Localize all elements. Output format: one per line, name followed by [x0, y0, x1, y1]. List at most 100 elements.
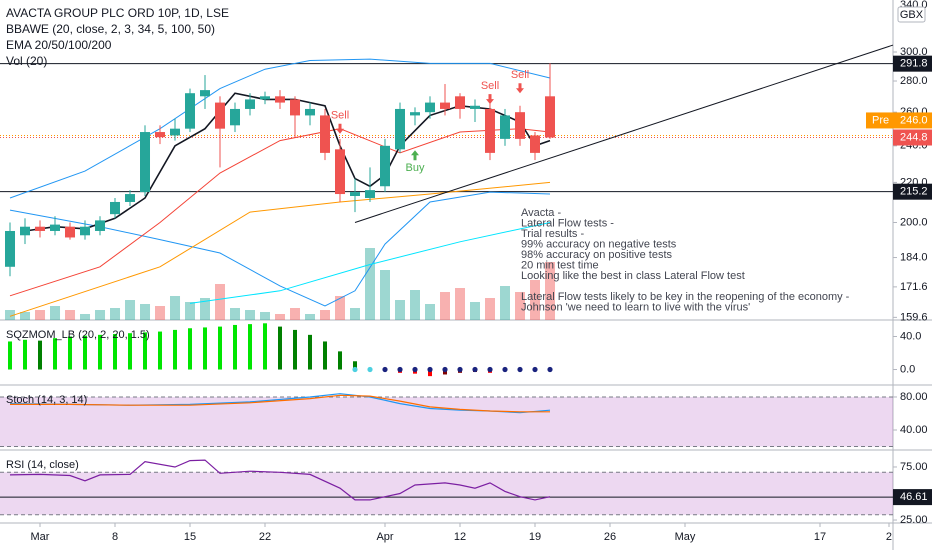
- squeeze-dot: [367, 366, 373, 373]
- x-tick-label: 15: [184, 531, 196, 543]
- candle-body: [170, 128, 181, 136]
- y-tick-label: 171.6: [900, 281, 928, 293]
- indicator-line: [189, 222, 551, 304]
- volume-bar: [469, 302, 480, 320]
- squeeze-dot: [457, 366, 463, 373]
- volume-bar: [499, 286, 510, 320]
- volume-bar: [290, 308, 301, 320]
- candle-body: [110, 201, 121, 215]
- volume-bar: [155, 306, 166, 320]
- candle-body: [230, 108, 241, 126]
- candle-body: [410, 112, 421, 116]
- y-tick-label: 340.0: [900, 0, 928, 11]
- candle-body: [380, 145, 391, 187]
- volume-bar: [110, 308, 121, 320]
- momentum-bar: [338, 351, 343, 370]
- candle-body: [425, 102, 436, 113]
- candle-body: [320, 115, 331, 153]
- legend-line: Vol (20): [6, 54, 47, 68]
- squeeze-dot: [412, 366, 418, 373]
- momentum-bar: [38, 340, 43, 370]
- signal-arrow: [485, 94, 494, 105]
- price-label: 215.2: [900, 186, 928, 198]
- volume-bar: [425, 304, 436, 320]
- volume-bar: [95, 310, 106, 320]
- chart-title: AVACTA GROUP PLC ORD 10P, 1D, LSE: [6, 6, 229, 20]
- signal-arrow: [515, 83, 524, 94]
- volume-bar: [230, 308, 241, 320]
- squeeze-dot: [382, 366, 388, 373]
- momentum-bar: [158, 331, 163, 370]
- volume-bar: [140, 304, 151, 320]
- band: [0, 396, 893, 447]
- volume-bar: [410, 290, 421, 320]
- y-tick-label: 200.0: [900, 216, 928, 228]
- candle-body: [440, 102, 451, 109]
- momentum-bar: [188, 328, 193, 370]
- x-tick-label: Mar: [31, 531, 50, 543]
- signal-label: Sell: [511, 69, 529, 81]
- volume-bar: [20, 312, 31, 320]
- signal-label: Sell: [481, 80, 499, 92]
- momentum-bar: [263, 323, 268, 370]
- volume-bar: [365, 248, 376, 320]
- price-label-box: [893, 183, 932, 200]
- candle-body: [514, 112, 525, 139]
- volume-bar: [395, 300, 406, 320]
- volume-bar: [305, 314, 316, 320]
- candle-body: [185, 93, 196, 129]
- legend-line: BBAWE (20, close, 2, 3, 34, 5, 100, 50): [6, 22, 215, 36]
- candle-body: [5, 230, 16, 267]
- volume-bar: [35, 310, 46, 320]
- price-label-box: [893, 55, 932, 72]
- pane-title: RSI (14, close): [6, 459, 79, 471]
- squeeze-dot: [532, 366, 538, 373]
- momentum-bar: [293, 329, 298, 370]
- momentum-bar: [353, 361, 358, 370]
- pane-title: Stoch (14, 3, 14): [6, 394, 87, 406]
- y-tick-label: 184.0: [900, 251, 928, 263]
- y-tick-label: 25.00: [900, 514, 928, 526]
- candle-body: [50, 224, 61, 231]
- note-line: Lateral Flow tests likely to be key in t…: [521, 291, 850, 303]
- squeeze-dot: [487, 366, 493, 373]
- signal-label: Buy: [406, 162, 425, 174]
- indicator-line: [9, 191, 551, 307]
- price-label-box: [893, 129, 932, 146]
- candle-body: [80, 226, 91, 236]
- momentum-bar: [218, 326, 223, 370]
- note-line: Looking like the best in class Lateral F…: [521, 270, 745, 282]
- momentum-bar: [203, 327, 208, 370]
- volume-bar: [200, 298, 211, 320]
- x-tick-label: 26: [604, 531, 616, 543]
- squeeze-dot: [352, 366, 358, 373]
- momentum-bar: [98, 334, 103, 370]
- indicator-line: [9, 58, 551, 199]
- level-label: 46.61: [900, 491, 928, 503]
- series-line: [9, 459, 551, 501]
- signal-arrow: [336, 123, 345, 134]
- price-label: 244.8: [900, 131, 928, 143]
- momentum-bar: [128, 333, 133, 370]
- candle-body: [125, 194, 136, 202]
- candle-body: [365, 190, 376, 198]
- indicator-line: [9, 181, 551, 317]
- price-tag: Pre: [872, 114, 889, 126]
- x-tick-label: 8: [112, 531, 118, 543]
- signal-arrow: [411, 150, 420, 161]
- momentum-bar: [143, 332, 148, 370]
- volume-bar: [125, 300, 136, 320]
- candle-body: [529, 135, 540, 153]
- y-tick-label: 40.0: [900, 330, 921, 342]
- candle-body: [350, 192, 361, 197]
- x-tick-label: 17: [814, 531, 826, 543]
- volume-bar: [454, 288, 465, 320]
- squeeze-dot: [427, 366, 433, 373]
- candle-body: [140, 132, 151, 193]
- trendline: [354, 44, 894, 223]
- candle-body: [20, 226, 31, 236]
- candle-body: [155, 132, 166, 138]
- candle-body: [395, 108, 406, 150]
- candle-body: [544, 96, 555, 138]
